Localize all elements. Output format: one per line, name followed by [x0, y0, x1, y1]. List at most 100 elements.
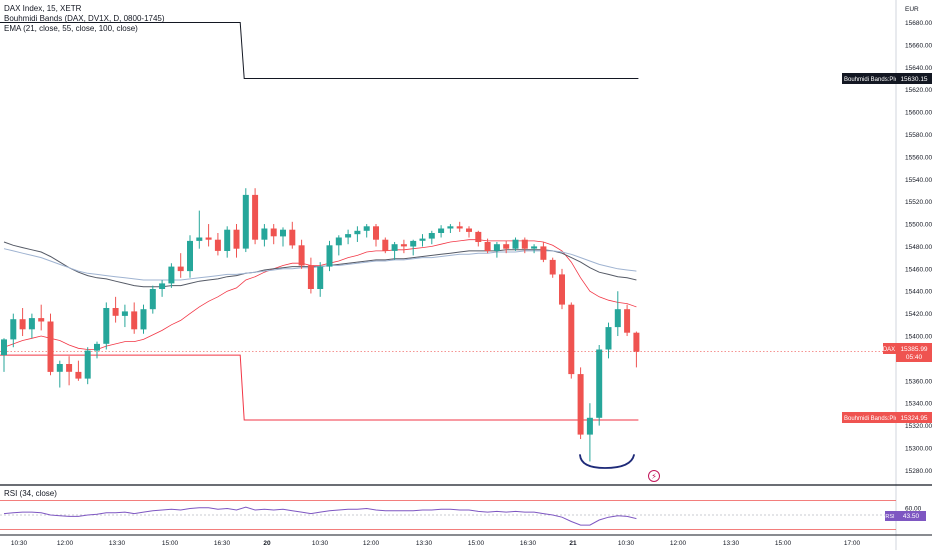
candle-down[interactable]	[298, 245, 305, 266]
candle-down[interactable]	[214, 239, 221, 251]
legend-rsi[interactable]: RSI (34, close)	[4, 489, 57, 498]
candle-down[interactable]	[112, 308, 119, 316]
candle-up[interactable]	[512, 239, 519, 249]
candle-up[interactable]	[94, 343, 100, 351]
rsi-tag-value: 43.50	[903, 513, 920, 520]
candle-down[interactable]	[289, 229, 296, 246]
price-tick-label: 15580.00	[905, 132, 932, 139]
candle-down[interactable]	[484, 242, 491, 251]
candle-down[interactable]	[307, 265, 314, 290]
rsi-tag-label-bg	[885, 511, 896, 521]
candle-up[interactable]	[224, 229, 231, 251]
candle-down[interactable]	[466, 228, 472, 232]
candle-up[interactable]	[363, 226, 370, 231]
legend-symbol[interactable]: DAX Index, 15, XETR	[4, 4, 82, 13]
candle-up[interactable]	[168, 266, 175, 284]
candle-down[interactable]	[475, 231, 482, 242]
candle-up[interactable]	[159, 283, 166, 289]
candle-up[interactable]	[10, 319, 17, 340]
candle-up[interactable]	[419, 238, 426, 241]
candle-down[interactable]	[559, 274, 565, 305]
dax-tag-value-bg	[896, 343, 932, 362]
band-lower-tag-bg	[842, 412, 896, 423]
candle-down[interactable]	[19, 319, 26, 330]
candle-up[interactable]	[438, 228, 445, 234]
candle-up[interactable]	[605, 327, 612, 350]
price-tick-label: 15680.00	[905, 20, 932, 27]
candle-up[interactable]	[428, 233, 435, 239]
candle-down[interactable]	[373, 226, 379, 240]
bouhmidi-band-upper-line	[0, 22, 639, 79]
candle-up[interactable]	[242, 194, 249, 249]
candle-down[interactable]	[233, 229, 240, 249]
candle-up[interactable]	[410, 240, 417, 247]
candle-up[interactable]	[56, 364, 63, 372]
candle-up[interactable]	[1, 339, 7, 356]
candle-down[interactable]	[47, 321, 54, 372]
candle-up[interactable]	[103, 308, 110, 344]
bouhmidi-band-lower-line	[0, 354, 639, 421]
candle-up[interactable]	[391, 244, 398, 251]
band-lower-tag-label: Bouhmidi Bands:Plot	[844, 416, 900, 422]
lightning-icon: ⚡	[651, 472, 657, 481]
candle-up[interactable]	[447, 226, 454, 229]
candle-down[interactable]	[75, 371, 82, 379]
lightning-icon-circle[interactable]	[648, 470, 660, 482]
candle-up[interactable]	[614, 309, 621, 328]
candle-up[interactable]	[531, 246, 538, 249]
band-lower-value-bg	[896, 412, 932, 423]
candle-up[interactable]	[493, 244, 500, 251]
candle-down[interactable]	[521, 239, 528, 249]
time-tick-label: 21	[569, 540, 577, 547]
candle-up[interactable]	[345, 234, 352, 238]
candle-up[interactable]	[196, 237, 203, 241]
candle-down[interactable]	[624, 309, 631, 333]
candle-down[interactable]	[38, 318, 45, 322]
time-tick-label: 13:30	[109, 540, 126, 547]
candle-down[interactable]	[503, 244, 510, 249]
band-lower-value: 15324.95	[900, 415, 927, 422]
candle-up[interactable]	[121, 311, 128, 316]
candle-up[interactable]	[586, 417, 593, 435]
candle-down[interactable]	[540, 246, 547, 260]
candle-down[interactable]	[456, 226, 463, 229]
dax-tag-label: DAX	[883, 347, 895, 353]
legend-bouhmidi-bands[interactable]: Bouhmidi Bands (DAX, DV1X, D, 0800-1745)	[4, 14, 165, 23]
candle-down[interactable]	[549, 259, 556, 275]
band-upper-value: 15630.15	[900, 76, 927, 83]
time-tick-label: 12:00	[363, 540, 380, 547]
candle-up[interactable]	[335, 237, 342, 246]
candle-down[interactable]	[205, 237, 212, 240]
candle-down[interactable]	[66, 364, 73, 372]
candle-down[interactable]	[382, 239, 389, 251]
candle-down[interactable]	[252, 194, 259, 240]
candle-up[interactable]	[596, 349, 603, 418]
candle-up[interactable]	[140, 309, 147, 330]
candle-up[interactable]	[261, 228, 268, 240]
candle-down[interactable]	[633, 332, 640, 352]
legend-ema[interactable]: EMA (21, close, 55, close, 100, close)	[4, 24, 138, 33]
candle-down[interactable]	[400, 244, 407, 247]
dax-tag-label-bg	[883, 343, 896, 354]
price-tick-label: 15320.00	[905, 423, 932, 430]
candle-up[interactable]	[187, 240, 193, 272]
candle-up[interactable]	[326, 245, 333, 267]
price-tick-label: 15540.00	[905, 177, 932, 184]
candle-up[interactable]	[149, 289, 156, 310]
candle-up[interactable]	[354, 230, 361, 235]
candle-down[interactable]	[131, 311, 138, 330]
candle-up[interactable]	[84, 350, 91, 379]
candle-up[interactable]	[280, 229, 286, 237]
rsi-tick-label: 60.00	[905, 505, 922, 512]
candle-down[interactable]	[177, 266, 184, 272]
time-tick-label: 10:30	[11, 540, 28, 547]
rsi-line	[3, 506, 637, 526]
candle-down[interactable]	[577, 374, 584, 435]
price-tick-label: 15660.00	[905, 42, 932, 49]
candle-up[interactable]	[28, 318, 35, 330]
candle-down[interactable]	[270, 228, 277, 237]
candle-up[interactable]	[317, 266, 324, 289]
candle-down[interactable]	[568, 304, 575, 375]
